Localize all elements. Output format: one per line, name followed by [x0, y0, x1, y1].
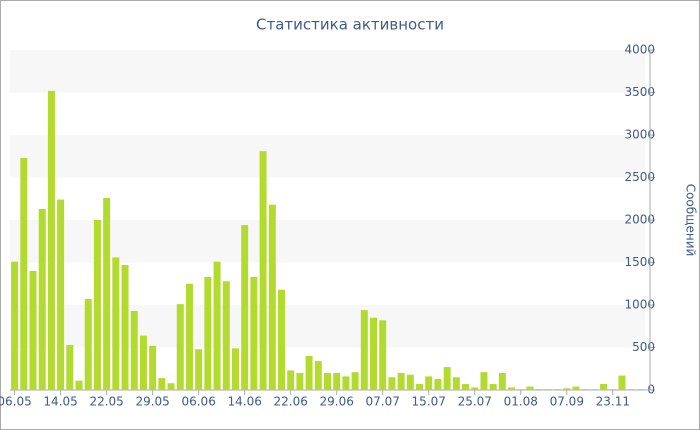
bar	[508, 387, 516, 390]
bar	[103, 197, 111, 390]
bar	[130, 310, 138, 390]
bar	[213, 261, 221, 390]
y-tick-label: 3000	[624, 128, 655, 142]
bar	[618, 375, 626, 390]
bar	[572, 386, 580, 390]
bar	[112, 257, 120, 390]
bar	[241, 225, 249, 390]
bar	[544, 389, 552, 390]
x-tick-label: 14.05	[43, 395, 77, 409]
bar	[139, 335, 147, 390]
bar	[609, 389, 617, 390]
bar	[342, 376, 350, 390]
bar	[406, 374, 414, 390]
bar	[231, 348, 239, 390]
bar	[563, 388, 571, 390]
bar	[517, 389, 525, 390]
bar	[195, 349, 203, 390]
bar	[149, 345, 157, 390]
bar	[425, 376, 433, 390]
y-tick-label: 1500	[624, 255, 655, 269]
bar	[185, 283, 193, 390]
bar	[167, 383, 175, 390]
bar	[554, 389, 562, 390]
y-tick-label: 4000	[624, 43, 655, 57]
y-tick-label: 500	[632, 340, 655, 354]
y-tick-label: 0	[647, 383, 655, 397]
bar	[333, 373, 341, 390]
x-tick-label: 06.05	[0, 395, 32, 409]
bar	[379, 320, 387, 390]
bar	[590, 389, 598, 390]
x-tick-label: 06.06	[181, 395, 215, 409]
grid-band	[10, 220, 645, 263]
x-tick-label: 01.08	[504, 395, 538, 409]
bar	[305, 356, 313, 390]
y-tick-label: 3500	[624, 85, 655, 99]
bar	[370, 317, 378, 390]
x-tick-label: 29.06	[320, 395, 354, 409]
bar	[158, 378, 166, 390]
y-tick-label: 2000	[624, 213, 655, 227]
bar	[535, 389, 543, 390]
grid-band	[10, 135, 645, 178]
bar	[581, 389, 589, 390]
chart-title: Статистика активности	[256, 16, 444, 34]
x-tick-label: 29.05	[135, 395, 169, 409]
bar	[388, 377, 396, 390]
bar	[222, 281, 230, 390]
bar	[351, 372, 359, 390]
bar	[526, 386, 534, 390]
bar	[397, 373, 405, 390]
bar	[498, 373, 506, 390]
bar	[434, 378, 442, 390]
grid-band	[10, 50, 645, 93]
bar	[93, 220, 101, 390]
bar	[314, 361, 322, 390]
bar	[277, 289, 285, 390]
bar	[287, 370, 295, 390]
x-tick-label: 07.09	[550, 395, 584, 409]
bar	[121, 265, 129, 390]
bar	[324, 373, 331, 390]
bar	[11, 261, 19, 390]
bar	[47, 90, 55, 391]
y-tick-label: 1000	[624, 298, 655, 312]
bar	[489, 384, 497, 390]
x-tick-label: 07.07	[366, 395, 400, 409]
bar	[66, 344, 74, 390]
bar	[268, 204, 276, 390]
y-tick-label: 2500	[624, 170, 655, 184]
bar	[416, 384, 424, 390]
x-tick-label: 22.05	[89, 395, 123, 409]
bar	[600, 384, 608, 390]
bar	[443, 367, 451, 390]
bar	[250, 276, 258, 390]
bar	[84, 299, 92, 390]
bar	[627, 389, 635, 390]
bar	[636, 389, 644, 390]
bar	[471, 387, 479, 390]
x-tick-label: 25.07	[458, 395, 492, 409]
bar	[75, 380, 83, 390]
bar	[452, 377, 460, 390]
bar	[29, 271, 37, 390]
bar	[57, 199, 65, 390]
x-tick-label: 15.07	[412, 395, 446, 409]
y-axis-title: Сообщений	[684, 184, 698, 257]
bar	[259, 151, 267, 390]
x-tick-label: 14.06	[227, 395, 261, 409]
bar	[20, 157, 28, 390]
bar	[176, 304, 184, 390]
bar	[204, 276, 212, 390]
x-tick-label: 22.06	[274, 395, 308, 409]
bar	[480, 372, 488, 390]
bar	[360, 310, 368, 390]
bar	[38, 208, 46, 390]
bar	[296, 373, 304, 390]
x-tick-label: 23.11	[596, 395, 630, 409]
bar	[462, 384, 470, 390]
